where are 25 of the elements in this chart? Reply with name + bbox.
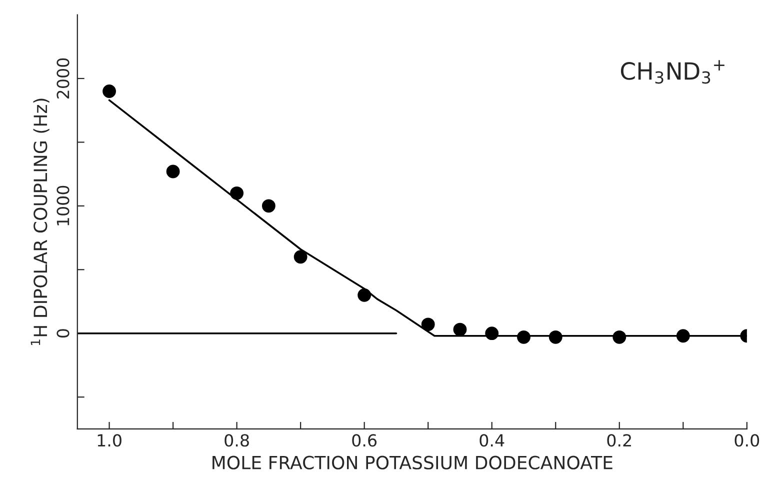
point: [548, 330, 562, 344]
y-axis-title: $^{1}$H DIPOLAR COUPLING (Hz): [30, 98, 50, 346]
y-tick-label: 2000: [56, 58, 70, 98]
point: [485, 326, 499, 340]
point: [262, 199, 276, 213]
point: [294, 250, 308, 264]
annotation: CH$_{3}$ND$_{3}$$^{+}$: [620, 60, 724, 84]
point: [358, 288, 372, 302]
x-tick-label: 0.2: [607, 434, 631, 447]
y-tick-label: 1000: [56, 186, 70, 226]
point: [230, 186, 244, 200]
y-tick-label: 0: [56, 329, 70, 338]
x-tick-label: 0.6: [352, 434, 377, 447]
x-tick-label: 0.4: [480, 434, 504, 447]
point: [453, 322, 467, 336]
x-tick-label: 0.0: [734, 434, 760, 447]
point: [517, 330, 530, 344]
point: [421, 318, 435, 332]
x-axis-title: MOLE FRACTION POTASSIUM DODECANOATE: [212, 456, 612, 470]
point: [612, 330, 626, 344]
point: [676, 329, 690, 343]
x-tick-label: 0.8: [224, 434, 249, 447]
point: [166, 164, 180, 178]
x-tick-label: 1.0: [98, 434, 122, 447]
point: [102, 84, 116, 98]
